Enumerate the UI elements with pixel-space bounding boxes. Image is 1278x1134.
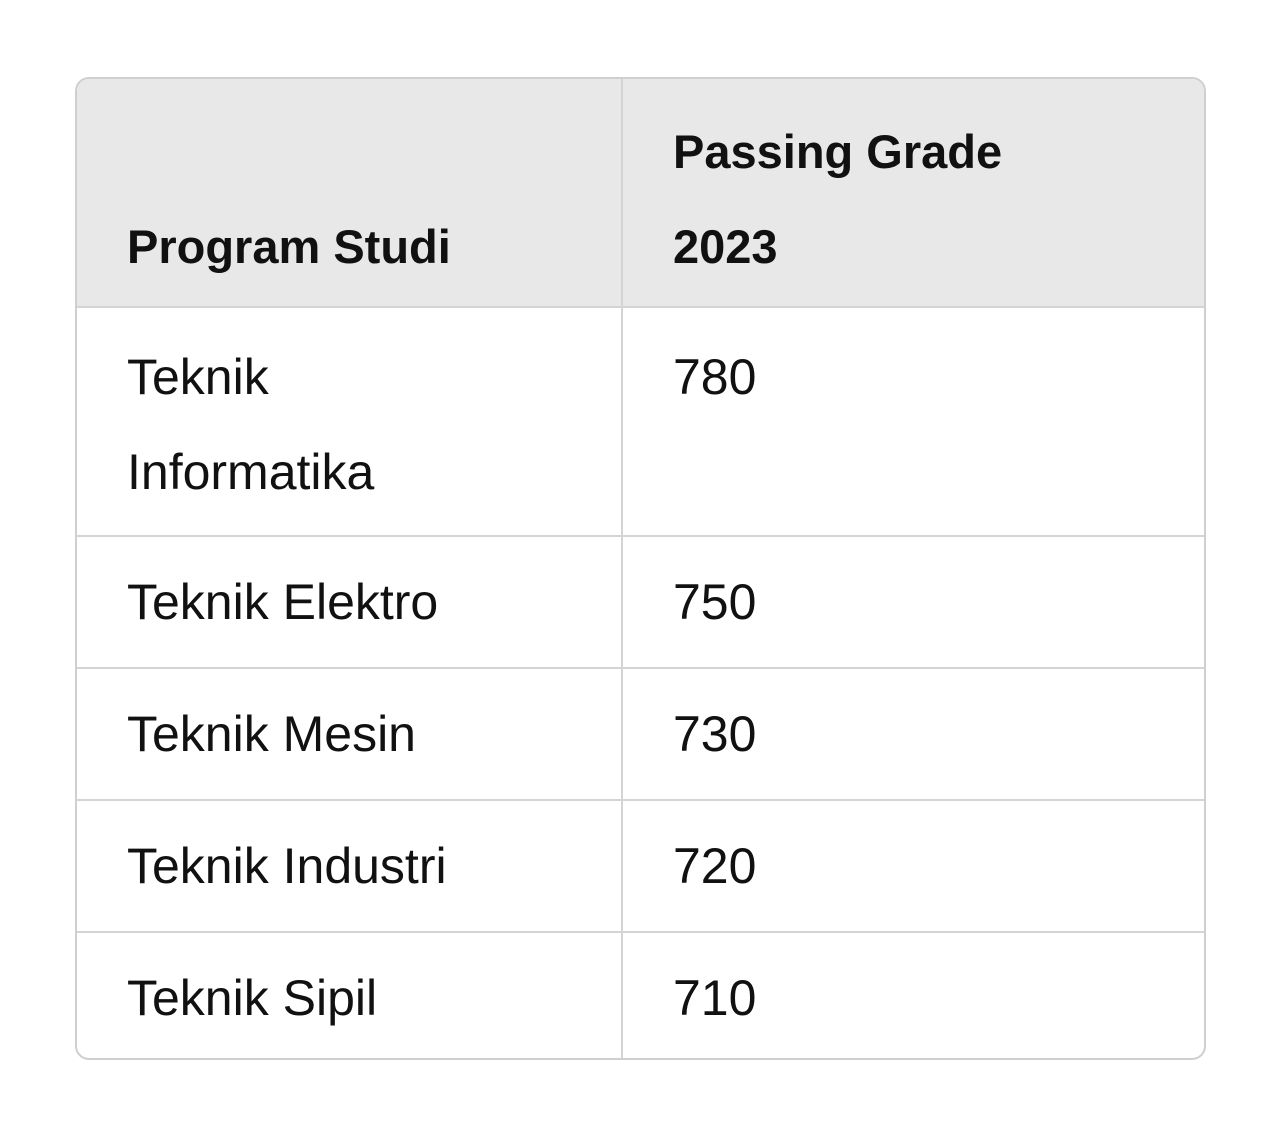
grade-cell: 720 [621,799,1204,933]
grade-cell: 710 [621,931,1204,1058]
table-row: Teknik Informatika 780 [77,306,1204,537]
grade-cell: 780 [621,306,1204,537]
grade-cell: 750 [621,535,1204,669]
program-cell: Teknik Elektro [77,535,623,669]
program-name: Teknik Informatika [127,349,375,500]
table-row: Teknik Sipil 710 [77,931,1204,1058]
passing-grade-table: Program Studi Passing Grade 2023 Teknik … [75,77,1206,1060]
header-passing-grade: Passing Grade 2023 [621,79,1204,308]
program-cell: Teknik Informatika [77,306,623,537]
table-header-row: Program Studi Passing Grade 2023 [77,79,1204,308]
program-cell: Teknik Industri [77,799,623,933]
table-row: Teknik Mesin 730 [77,667,1204,801]
program-cell: Teknik Mesin [77,667,623,801]
program-cell: Teknik Sipil [77,931,623,1058]
table-row: Teknik Elektro 750 [77,535,1204,669]
header-program-studi: Program Studi [77,79,623,308]
table-row: Teknik Industri 720 [77,799,1204,933]
data-table: Program Studi Passing Grade 2023 Teknik … [77,79,1204,1058]
header-passing-grade-label: Passing Grade 2023 [673,125,1003,273]
grade-cell: 730 [621,667,1204,801]
